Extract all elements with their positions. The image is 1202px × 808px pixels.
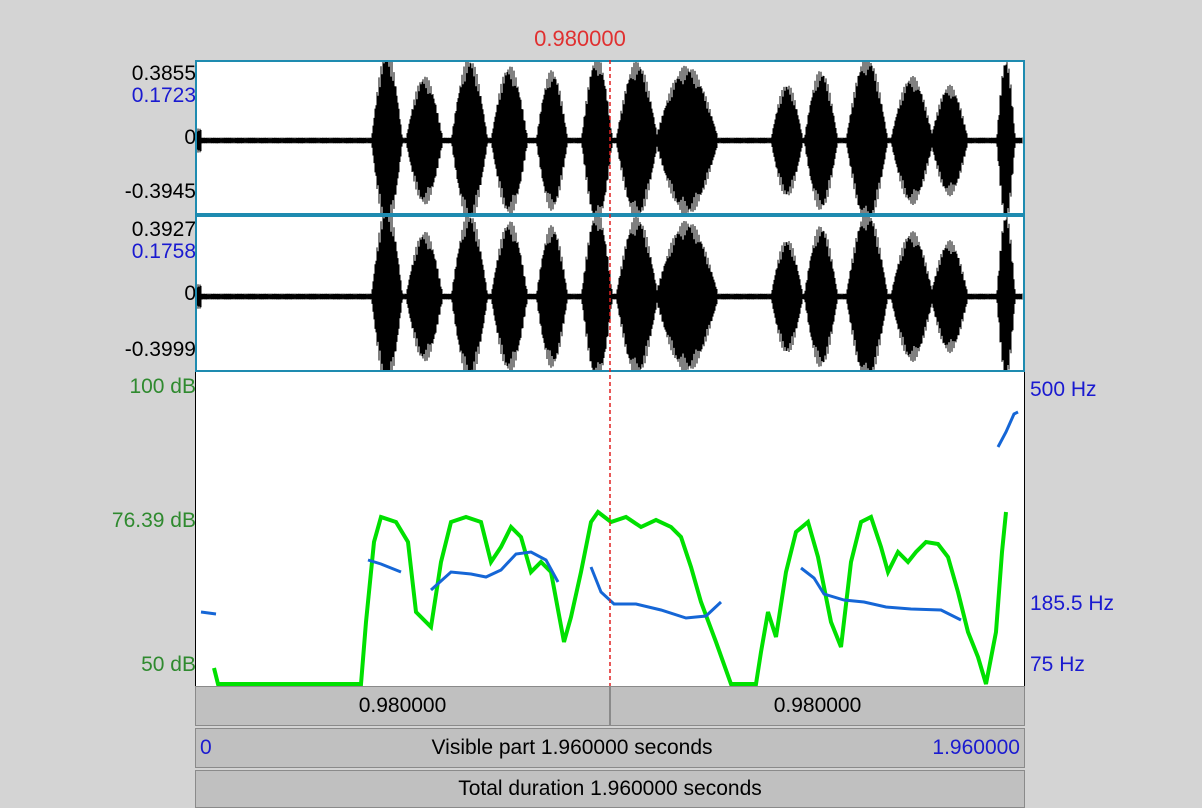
pitch-curve: [800, 566, 962, 622]
intensity-mid-label: 76.39 dB: [111, 509, 196, 532]
pitch-top-label: 500 Hz: [1030, 378, 1097, 401]
waveform-channel-2[interactable]: [195, 215, 1025, 372]
channel1-mark-label: 0.1723: [131, 84, 196, 107]
channel1-zero-label: 0: [184, 126, 196, 149]
pitch-curve: [429, 550, 560, 592]
selection-left-bar[interactable]: 0.980000: [195, 686, 610, 726]
pitch-curve: [367, 558, 402, 574]
cursor-time-label: 0.980000: [534, 26, 626, 51]
visible-part-label: Visible part 1.960000 seconds: [431, 736, 713, 759]
channel2-mark-label: 0.1758: [131, 240, 196, 263]
channel2-max-label: 0.3927: [131, 218, 196, 241]
pitch-curve: [589, 566, 723, 620]
intensity-top-label: 100 dB: [129, 375, 196, 398]
channel1-min-label: -0.3945: [124, 180, 196, 203]
selection-right-bar[interactable]: 0.980000: [610, 686, 1025, 726]
visible-start-time: 0: [200, 736, 212, 759]
pitch-curve: [200, 610, 217, 616]
waveform-2-graphic: [197, 217, 1023, 370]
total-duration-label: Total duration 1.960000 seconds: [458, 777, 762, 800]
channel1-max-label: 0.3855: [131, 62, 196, 85]
waveform-channel-1[interactable]: [195, 60, 1025, 215]
intensity-pitch-graphic: [200, 410, 1019, 686]
selection-right-time: 0.980000: [773, 694, 862, 717]
intensity-bottom-label: 50 dB: [141, 653, 196, 676]
selection-left-time: 0.980000: [358, 694, 447, 717]
intensity-curve: [212, 509, 1008, 686]
channel2-min-label: -0.3999: [124, 338, 196, 361]
waveform-1-graphic: [197, 62, 1023, 213]
pitch-bottom-label: 75 Hz: [1030, 653, 1085, 676]
waveform-trace: [197, 62, 1023, 213]
visible-end-time: 1.960000: [932, 736, 1020, 759]
channel2-zero-label: 0: [184, 282, 196, 305]
visible-part-bar[interactable]: 0 Visible part 1.960000 seconds 1.960000: [195, 728, 1025, 768]
analysis-panel[interactable]: [195, 372, 1025, 686]
waveform-trace: [197, 217, 1023, 370]
pitch-curve: [996, 410, 1019, 448]
pitch-mid-label: 185.5 Hz: [1030, 592, 1115, 615]
total-duration-bar[interactable]: Total duration 1.960000 seconds: [195, 770, 1025, 808]
